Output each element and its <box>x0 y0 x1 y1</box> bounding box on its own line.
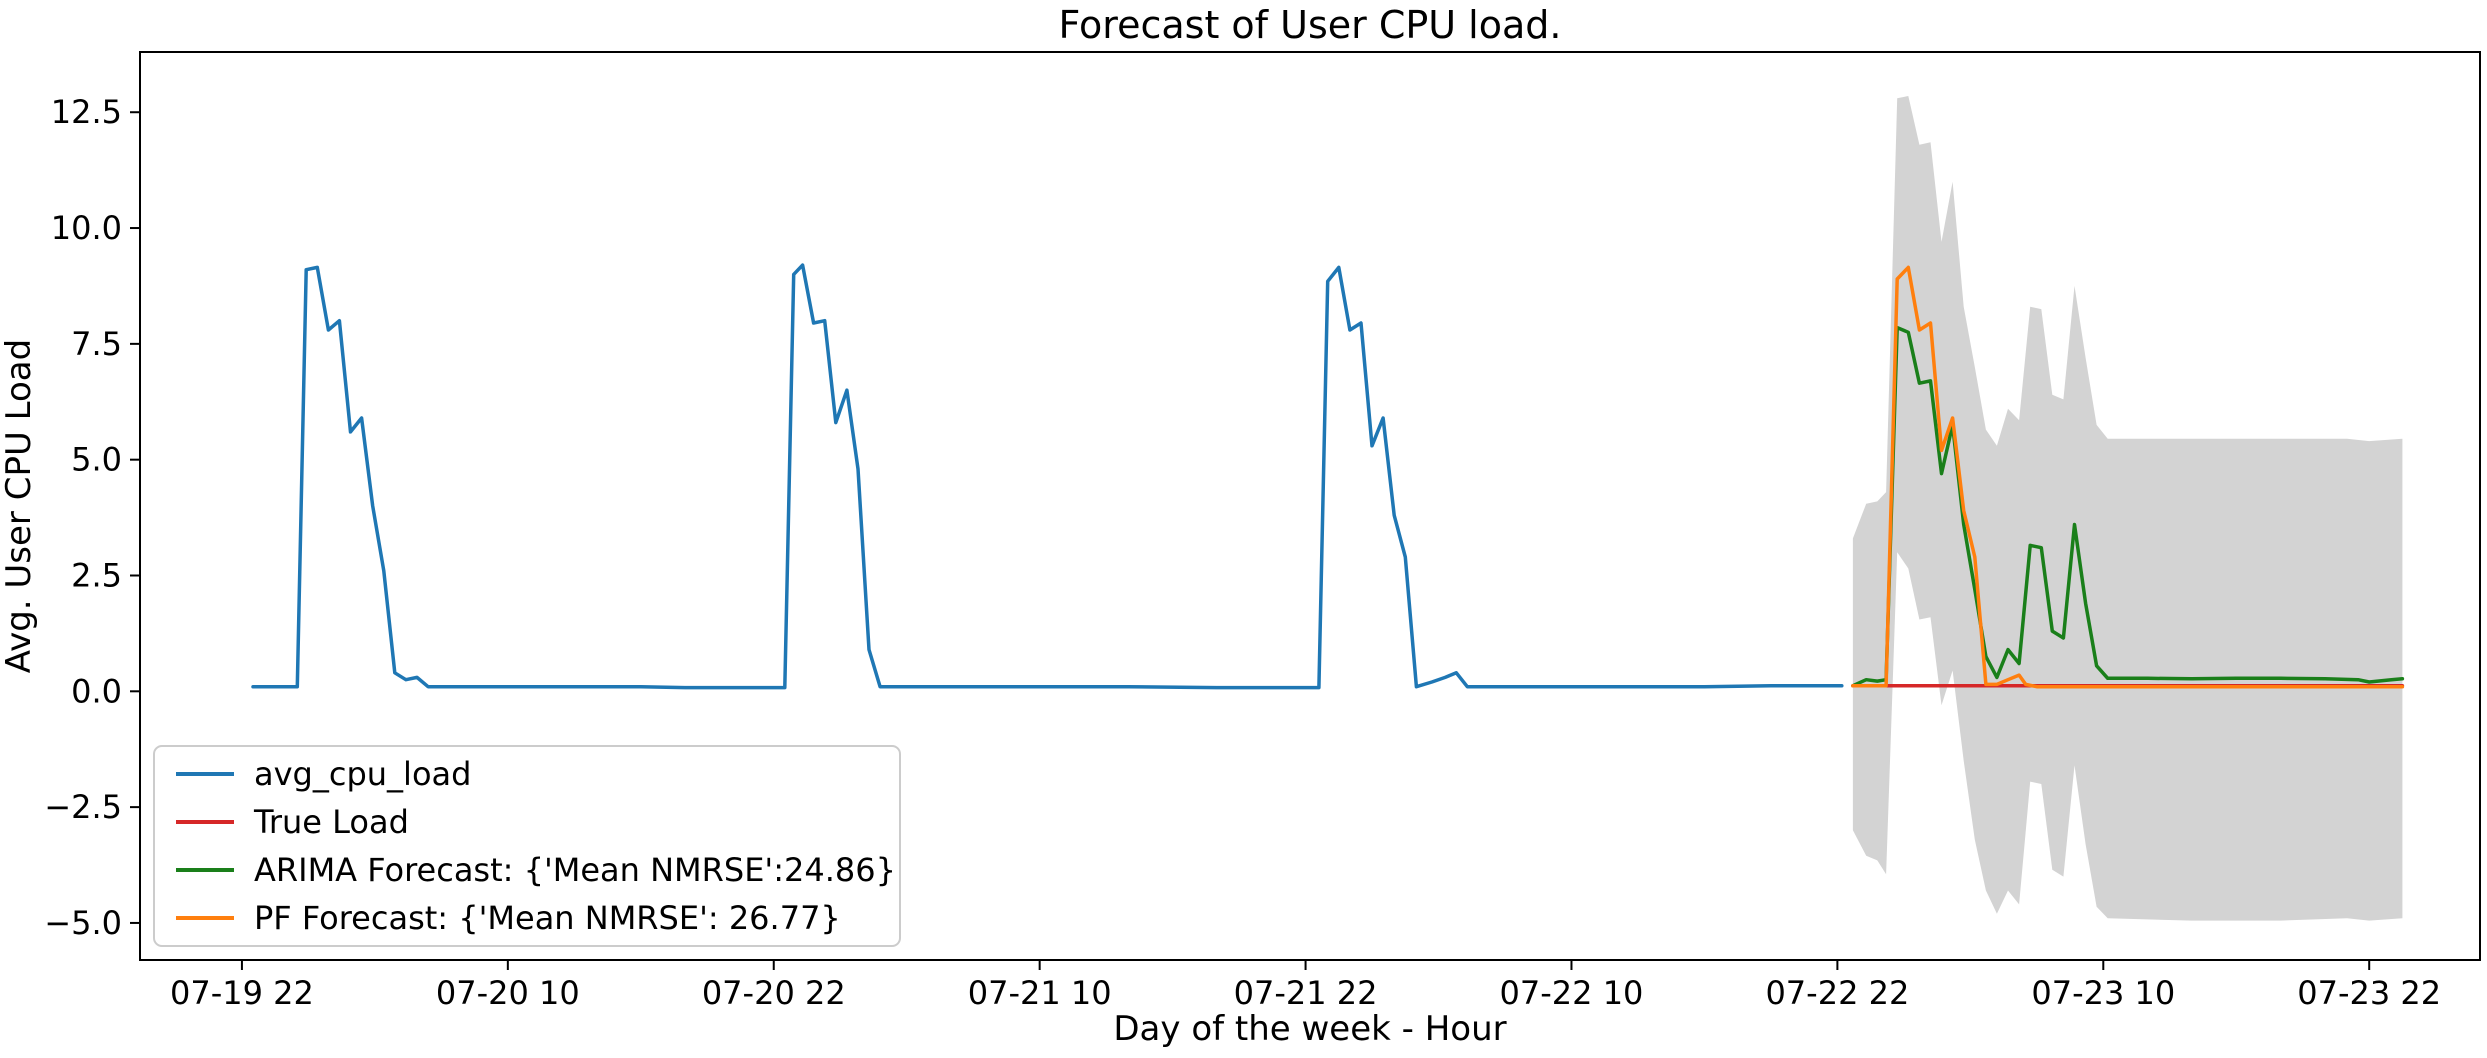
x-tick-label: 07-19 22 <box>170 974 314 1012</box>
y-tick-label: 0.0 <box>71 672 122 710</box>
y-tick-label: −2.5 <box>44 788 122 826</box>
x-tick-label: 07-23 10 <box>2031 974 2175 1012</box>
y-tick-label: 5.0 <box>71 441 122 479</box>
x-tick-label: 07-23 22 <box>2297 974 2441 1012</box>
series-layer <box>251 263 2405 690</box>
y-tick-label: −5.0 <box>44 904 122 942</box>
y-tick-label: 10.0 <box>51 209 122 247</box>
chart-title: Forecast of User CPU load. <box>1059 3 1562 47</box>
y-tick-label: 2.5 <box>71 556 122 594</box>
axes-frame <box>139 51 2481 961</box>
legend-label-1: True Load <box>253 803 409 841</box>
legend-label-3: PF Forecast: {'Mean NMRSE': 26.77} <box>254 899 841 937</box>
y-tick-label: 7.5 <box>71 325 122 363</box>
series-line-0 <box>251 263 1844 690</box>
confidence-band <box>1852 96 2403 921</box>
plot-area <box>251 96 2405 921</box>
series-line-2 <box>1851 325 2405 688</box>
x-tick-label: 07-21 22 <box>1234 974 1378 1012</box>
series-line-3 <box>1851 265 2405 689</box>
x-tick-label: 07-22 10 <box>1500 974 1644 1012</box>
y-axis-label: Avg. User CPU Load <box>0 339 39 673</box>
legend-label-2: ARIMA Forecast: {'Mean NMRSE':24.86} <box>254 851 896 889</box>
legend-box <box>153 745 901 947</box>
x-tick-label: 07-20 10 <box>436 974 580 1012</box>
y-tick-label: 12.5 <box>51 93 122 131</box>
x-tick-label: 07-21 10 <box>968 974 1112 1012</box>
legend: avg_cpu_load True Load ARIMA Forecast: {'M… <box>153 745 901 947</box>
x-axis-label: Day of the week - Hour <box>1113 1009 1506 1049</box>
legend-label-0: avg_cpu_load <box>254 755 471 793</box>
y-axis-ticks: −5.0 −2.5 0.0 2.5 5.0 7.5 10.0 12.5 <box>44 93 140 942</box>
x-tick-label: 07-22 22 <box>1765 974 1909 1012</box>
x-axis-ticks: 07-19 22 07-20 10 07-20 22 07-21 10 07-21 22… <box>170 960 2441 1012</box>
x-tick-label: 07-20 22 <box>702 974 846 1012</box>
